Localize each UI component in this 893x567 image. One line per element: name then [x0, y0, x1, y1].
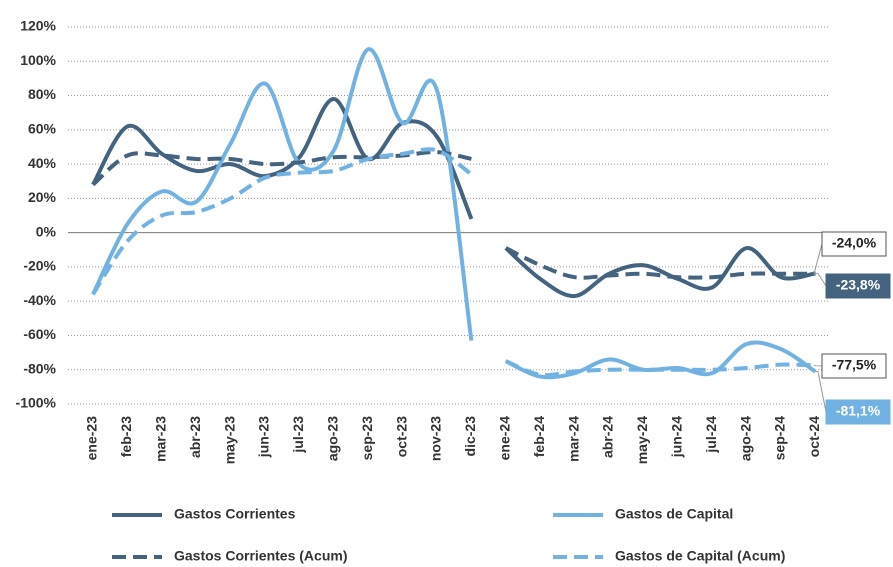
x-tick-label: jun-24 [669, 416, 685, 458]
x-tick-label: abr-23 [187, 416, 203, 458]
x-tick-label: ene-24 [497, 416, 513, 461]
y-tick-label: -60% [23, 326, 56, 342]
x-tick-label: ago-24 [737, 416, 753, 461]
x-tick-label: nov-23 [428, 416, 444, 461]
label-box [825, 273, 891, 299]
x-tick-label: jun-23 [256, 416, 272, 458]
callout-line [815, 272, 827, 287]
x-tick-label: oct-23 [393, 416, 409, 457]
y-tick-label: -20% [23, 258, 56, 274]
label-box [821, 231, 887, 257]
label-box [821, 353, 887, 379]
callout-line [813, 364, 823, 367]
x-tick-label: may-23 [221, 416, 237, 464]
x-tick-label: feb-23 [118, 416, 134, 457]
series-line [91, 147, 816, 378]
x-tick-label: dic-23 [462, 416, 478, 457]
x-tick-label: may-24 [634, 416, 650, 464]
y-tick-label: 0% [36, 223, 57, 239]
data-label: -23,8% [836, 277, 881, 293]
y-tick-label: 20% [28, 189, 57, 205]
y-tick-label: 80% [28, 86, 57, 102]
x-tick-label: jul-24 [703, 416, 719, 454]
x-tick-label: ene-23 [84, 416, 100, 461]
x-tick-label: sep-24 [772, 416, 788, 461]
y-tick-label: 40% [28, 155, 57, 171]
data-label: -24,0% [832, 235, 877, 251]
x-tick-label: jul-23 [290, 416, 306, 454]
y-tick-label: 120% [20, 18, 56, 34]
data-label: -81,1% [836, 403, 881, 419]
data-label: -77,5% [832, 357, 877, 373]
legend-label: Gastos de Capital (Acum) [615, 548, 785, 564]
x-tick-label: mar-24 [565, 416, 581, 462]
x-tick-label: ago-23 [325, 416, 341, 461]
callout-line [815, 371, 827, 413]
y-tick-label: 60% [28, 121, 57, 137]
label-box [825, 399, 891, 425]
y-tick-label: -100% [16, 395, 57, 411]
series-line [91, 47, 817, 380]
legend-label: Gastos Corrientes [174, 506, 296, 522]
x-tick-label: oct-24 [806, 416, 822, 457]
y-tick-label: -80% [23, 360, 56, 376]
y-tick-label: 100% [20, 52, 56, 68]
x-tick-label: feb-24 [531, 416, 547, 457]
callout-line [813, 243, 823, 275]
legend-label: Gastos de Capital [615, 506, 733, 522]
x-tick-label: abr-24 [600, 416, 616, 458]
y-tick-label: -40% [23, 292, 56, 308]
x-tick-label: mar-23 [153, 416, 169, 462]
x-tick-label: sep-23 [359, 416, 375, 461]
legend-label: Gastos Corrientes (Acum) [174, 548, 347, 564]
series-line [91, 96, 816, 299]
